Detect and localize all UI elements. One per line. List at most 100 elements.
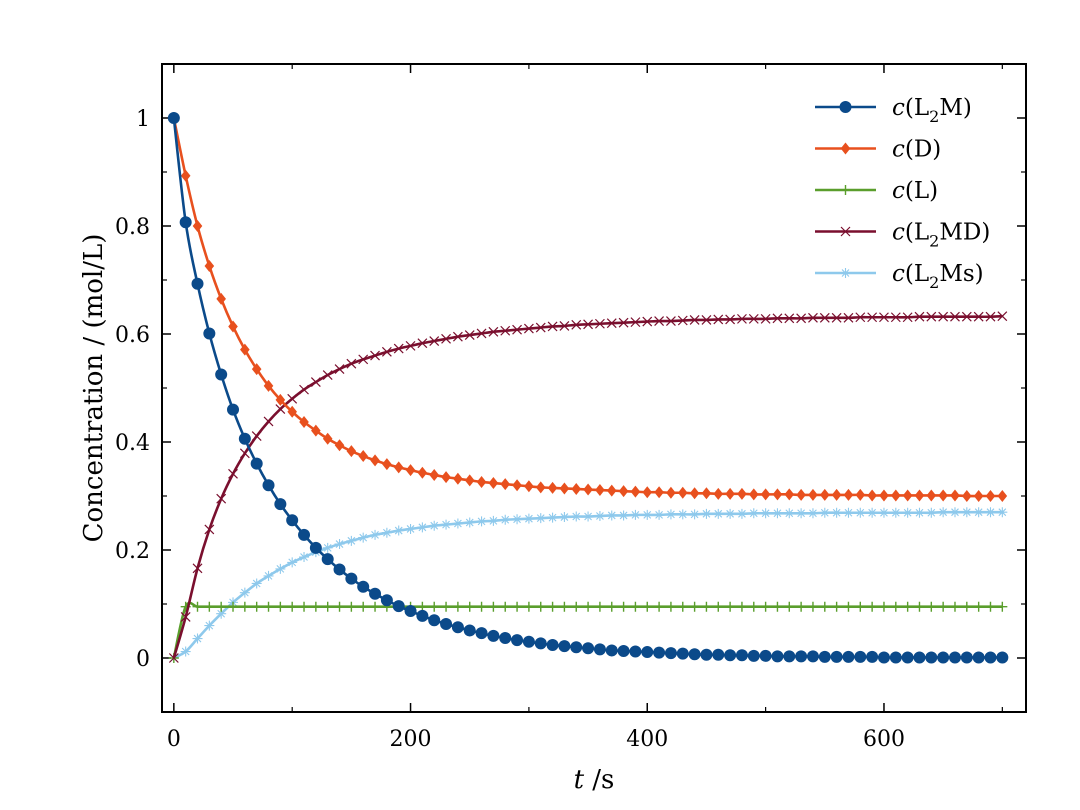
data-point bbox=[913, 651, 926, 664]
data-point bbox=[594, 318, 605, 329]
data-point bbox=[666, 486, 676, 499]
data-point bbox=[547, 321, 558, 332]
data-point bbox=[240, 343, 250, 356]
data-point bbox=[713, 487, 724, 500]
data-point bbox=[914, 601, 925, 612]
data-point bbox=[713, 314, 724, 325]
data-point bbox=[938, 507, 949, 518]
data-point bbox=[630, 317, 641, 328]
data-point bbox=[618, 510, 629, 521]
data-point bbox=[547, 512, 558, 523]
data-point bbox=[298, 528, 311, 541]
data-point bbox=[392, 600, 405, 613]
data-point bbox=[512, 324, 522, 335]
series-c(L2Ms) bbox=[168, 507, 1008, 663]
data-point bbox=[263, 601, 274, 612]
y-tick-label: 0.4 bbox=[115, 431, 150, 456]
data-point bbox=[571, 319, 582, 330]
data-point bbox=[677, 601, 688, 612]
data-point bbox=[216, 493, 227, 504]
data-point bbox=[950, 489, 960, 502]
data-point bbox=[464, 517, 475, 528]
data-point bbox=[534, 637, 547, 650]
data-point bbox=[216, 601, 227, 612]
data-point bbox=[972, 651, 985, 664]
data-point bbox=[345, 572, 358, 585]
data-point bbox=[571, 482, 582, 495]
data-point bbox=[973, 507, 984, 518]
data-point bbox=[618, 317, 629, 328]
data-point bbox=[677, 315, 688, 326]
data-point bbox=[891, 489, 901, 502]
data-point bbox=[760, 601, 771, 612]
data-point bbox=[926, 601, 937, 612]
data-point bbox=[299, 416, 309, 429]
data-point bbox=[725, 314, 736, 325]
data-point bbox=[961, 601, 972, 612]
data-point bbox=[819, 507, 830, 518]
data-point bbox=[251, 363, 262, 376]
data-point bbox=[191, 277, 204, 290]
series-c(L2M) bbox=[167, 112, 1009, 664]
data-point bbox=[382, 458, 392, 471]
data-point bbox=[736, 601, 747, 612]
data-point bbox=[689, 509, 700, 520]
data-point bbox=[370, 601, 381, 612]
data-point bbox=[500, 514, 511, 525]
data-point bbox=[452, 331, 463, 342]
data-point bbox=[593, 643, 606, 656]
data-point bbox=[583, 511, 594, 522]
data-point bbox=[558, 640, 571, 653]
data-point bbox=[630, 601, 641, 612]
data-point bbox=[487, 629, 500, 642]
data-point bbox=[464, 330, 475, 341]
legend-item: c(L) bbox=[815, 178, 938, 204]
data-point bbox=[926, 311, 937, 322]
data-point bbox=[819, 312, 830, 323]
data-point bbox=[417, 522, 428, 533]
data-point bbox=[488, 477, 499, 490]
data-point bbox=[452, 601, 463, 612]
data-point bbox=[263, 379, 274, 392]
data-point bbox=[676, 647, 689, 660]
data-point bbox=[902, 507, 913, 518]
data-point bbox=[228, 601, 239, 612]
data-point bbox=[476, 328, 487, 339]
data-point bbox=[404, 605, 417, 618]
data-point bbox=[559, 601, 570, 612]
data-point bbox=[452, 518, 463, 529]
data-point bbox=[890, 601, 901, 612]
data-point bbox=[902, 601, 913, 612]
data-point bbox=[819, 601, 830, 612]
data-point bbox=[877, 651, 890, 664]
data-point bbox=[299, 384, 309, 395]
data-point bbox=[748, 488, 759, 501]
legend-marker bbox=[840, 185, 851, 195]
data-point bbox=[997, 490, 1008, 502]
data-point bbox=[204, 524, 215, 535]
y-tick-label: 0.6 bbox=[115, 323, 150, 348]
data-point bbox=[311, 424, 321, 437]
data-point bbox=[405, 340, 416, 351]
data-point bbox=[358, 354, 369, 365]
data-point bbox=[299, 601, 310, 612]
data-point bbox=[795, 650, 808, 663]
data-point bbox=[901, 651, 914, 664]
data-point bbox=[216, 292, 226, 305]
data-point bbox=[831, 312, 842, 323]
data-point bbox=[926, 507, 937, 518]
data-point bbox=[475, 627, 488, 640]
data-point bbox=[523, 323, 534, 334]
data-point bbox=[405, 523, 416, 534]
data-point bbox=[429, 468, 440, 481]
data-point bbox=[463, 624, 476, 637]
data-point bbox=[547, 481, 558, 494]
data-point bbox=[948, 651, 961, 664]
data-point bbox=[228, 320, 238, 333]
data-point bbox=[606, 318, 617, 329]
data-point bbox=[239, 601, 250, 612]
data-point bbox=[806, 650, 819, 663]
data-point bbox=[251, 601, 262, 612]
data-point bbox=[595, 484, 605, 497]
data-point bbox=[251, 578, 262, 589]
